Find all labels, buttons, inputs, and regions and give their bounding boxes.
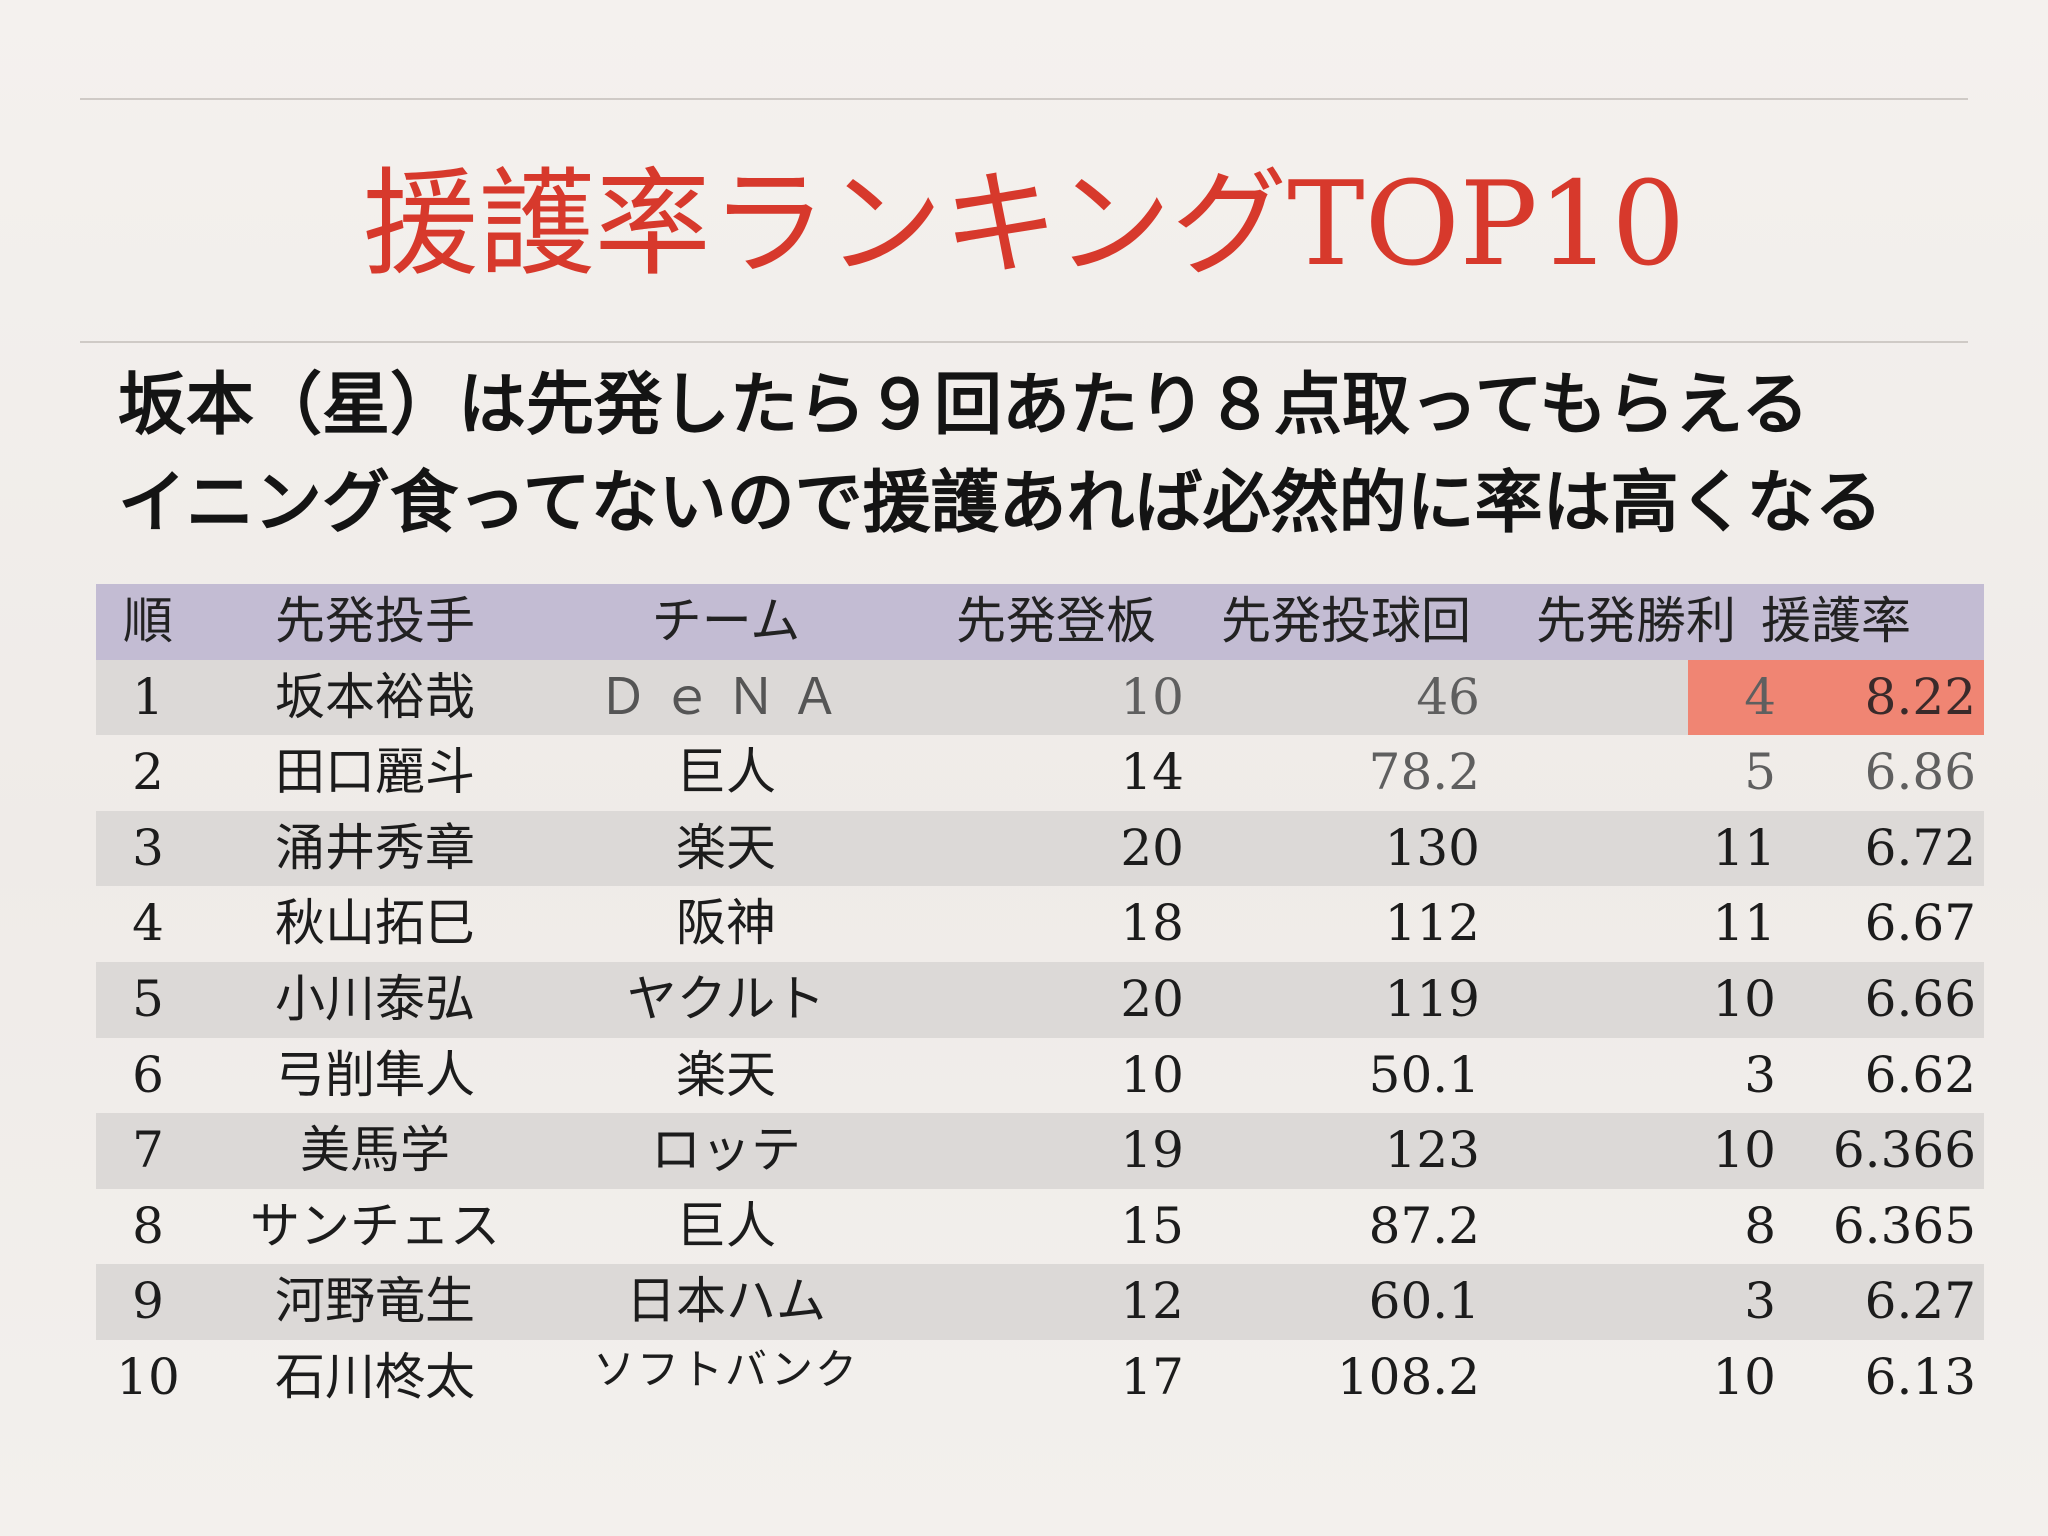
top-rate-highlight: [1688, 659, 1984, 736]
top-divider: [80, 98, 1968, 100]
innings-cell: 119: [1384, 969, 1480, 1028]
wins-cell: 11: [1712, 894, 1776, 953]
table-row: 2 田口麗斗 巨人 14 78.2 5 6.86: [96, 735, 1984, 811]
header-rate: 援護率: [1761, 592, 1911, 650]
rate-cell: 6.72: [1864, 818, 1976, 877]
rate-cell: 6.66: [1864, 969, 1976, 1028]
rank-cell: 4: [132, 894, 164, 953]
subtitle-line-2: イニング食ってないので援護あれば必然的に率は高くなる: [118, 463, 1883, 543]
subtitle-line-1: 坂本（星）は先発したら９回あたり８点取ってもらえる: [118, 365, 1810, 445]
team-cell: 楽天: [676, 818, 776, 877]
pitcher-cell: 小川泰弘: [275, 969, 475, 1028]
rank-cell: 9: [132, 1272, 164, 1331]
pitcher-cell: 田口麗斗: [275, 743, 475, 802]
header-starts: 先発登板: [956, 592, 1156, 650]
wins-cell: 10: [1712, 1347, 1776, 1406]
table-row: 10 石川柊太 ソフトバンク 17 108.2 10 6.13: [96, 1340, 1984, 1416]
page-title: 援護率ランキングTOP10: [362, 157, 1686, 292]
wins-cell: 5: [1744, 743, 1776, 802]
table-row: 8 サンチェス 巨人 15 87.2 8 6.365: [96, 1189, 1984, 1265]
wins-cell: 3: [1744, 1272, 1776, 1331]
starts-cell: 18: [1120, 894, 1184, 953]
team-cell: 楽天: [676, 1045, 776, 1104]
starts-cell: 19: [1120, 1121, 1184, 1180]
pitcher-cell: 秋山拓巳: [275, 894, 475, 953]
pitcher-cell: 石川柊太: [275, 1347, 475, 1406]
wins-cell: 3: [1744, 1045, 1776, 1104]
header-rank: 順: [123, 592, 173, 650]
starts-cell: 15: [1120, 1196, 1184, 1255]
starts-cell: 10: [1120, 1045, 1184, 1104]
innings-cell: 50.1: [1368, 1045, 1480, 1104]
rate-cell: 6.67: [1864, 894, 1976, 953]
table-row: 7 美馬学 ロッテ 19 123 10 6.366: [96, 1113, 1984, 1189]
innings-cell: 60.1: [1368, 1272, 1480, 1331]
team-cell: ソフトバンク: [592, 1344, 860, 1394]
team-cell: 巨人: [676, 1196, 776, 1255]
rank-cell: 6: [132, 1045, 164, 1104]
rate-cell: 6.366: [1832, 1121, 1976, 1180]
table-row: 6 弓削隼人 楽天 10 50.1 3 6.62: [96, 1038, 1984, 1114]
rank-cell: 5: [132, 969, 164, 1028]
innings-cell: 87.2: [1368, 1196, 1480, 1255]
rank-cell: 8: [132, 1196, 164, 1255]
wins-cell: 10: [1712, 1121, 1776, 1180]
rate-cell: 6.365: [1832, 1196, 1976, 1255]
starts-cell: 10: [1120, 667, 1184, 726]
starts-cell: 14: [1120, 743, 1184, 802]
innings-cell: 108.2: [1336, 1347, 1480, 1406]
pitcher-cell: サンチェス: [250, 1196, 500, 1255]
innings-cell: 130: [1384, 818, 1480, 877]
starts-cell: 12: [1120, 1272, 1184, 1331]
rate-cell: 8.22: [1864, 667, 1976, 726]
starts-cell: 20: [1120, 969, 1184, 1028]
team-cell: 阪神: [676, 894, 776, 953]
table-row: 1 坂本裕哉 ＤｅＮＡ 10 46 4 8.22: [96, 659, 1984, 736]
header-innings: 先発投球回: [1221, 592, 1471, 650]
starts-cell: 17: [1120, 1347, 1184, 1406]
rank-cell: 10: [116, 1347, 180, 1406]
team-cell: ヤクルト: [626, 969, 826, 1028]
team-cell: 日本ハム: [626, 1272, 826, 1331]
team-cell: 巨人: [676, 743, 776, 802]
title-divider: [80, 341, 1968, 343]
rank-cell: 2: [132, 743, 164, 802]
innings-cell: 78.2: [1368, 743, 1480, 802]
rank-cell: 1: [132, 667, 164, 726]
header-pitcher: 先発投手: [275, 592, 475, 650]
wins-cell: 8: [1744, 1196, 1776, 1255]
innings-cell: 123: [1384, 1121, 1480, 1180]
rank-cell: 3: [132, 818, 164, 877]
team-cell: ＤｅＮＡ: [598, 667, 854, 726]
header-wins: 先発勝利: [1536, 592, 1736, 650]
innings-cell: 112: [1384, 894, 1480, 953]
table-row: 9 河野竜生 日本ハム 12 60.1 3 6.27: [96, 1264, 1984, 1340]
rank-cell: 7: [132, 1121, 164, 1180]
pitcher-cell: 弓削隼人: [275, 1045, 475, 1104]
pitcher-cell: 河野竜生: [275, 1272, 475, 1331]
wins-cell: 11: [1712, 818, 1776, 877]
wins-cell: 4: [1744, 667, 1776, 726]
starts-cell: 20: [1120, 818, 1184, 877]
wins-cell: 10: [1712, 969, 1776, 1028]
innings-cell: 46: [1416, 667, 1480, 726]
pitcher-cell: 美馬学: [300, 1121, 450, 1180]
rate-cell: 6.27: [1864, 1272, 1976, 1331]
table-header-row: 順 先発投手 チーム 先発登板 先発投球回 先発勝利 援護率: [96, 584, 1984, 660]
team-cell: ロッテ: [651, 1121, 801, 1180]
table-row: 3 涌井秀章 楽天 20 130 11 6.72: [96, 810, 1984, 887]
ranking-table: 順 先発投手 チーム 先発登板 先発投球回 先発勝利 援護率 1 坂本裕哉 Ｄｅ…: [96, 584, 1984, 1416]
table-row: 5 小川泰弘 ヤクルト 20 119 10 6.66: [96, 961, 1984, 1038]
table-row: 4 秋山拓巳 阪神 18 112 11 6.67: [96, 886, 1984, 962]
pitcher-cell: 坂本裕哉: [275, 667, 475, 726]
pitcher-cell: 涌井秀章: [275, 818, 475, 877]
rate-cell: 6.86: [1864, 743, 1976, 802]
rate-cell: 6.62: [1864, 1045, 1976, 1104]
rate-cell: 6.13: [1864, 1347, 1976, 1406]
header-team: チーム: [651, 592, 801, 650]
